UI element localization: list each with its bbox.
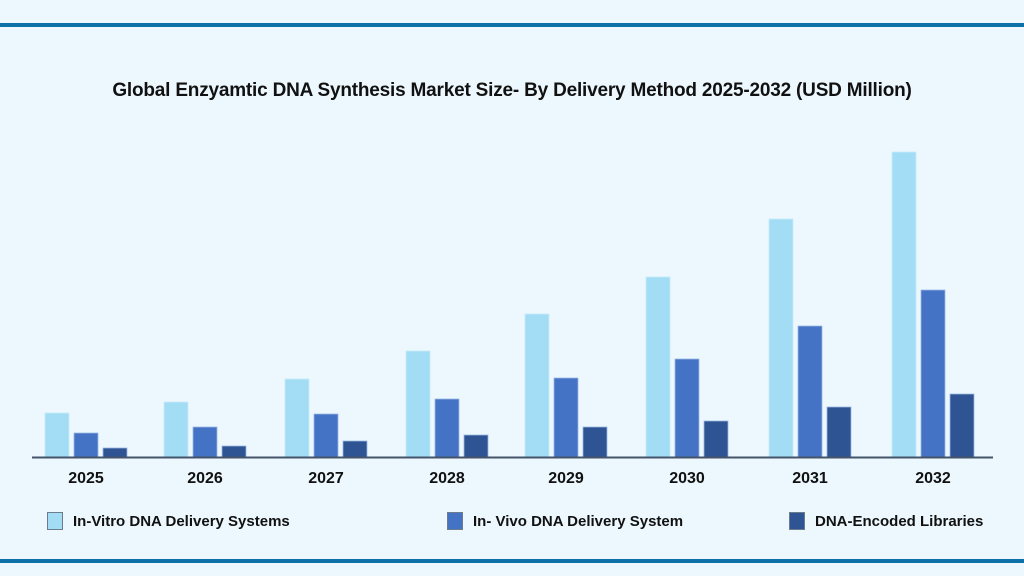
x-tick-label-2031: 2031: [792, 470, 828, 487]
bar-dna-encoded-libraries-2028: [463, 434, 489, 458]
bar-dna-encoded-libraries-2031: [826, 406, 852, 458]
x-tick-label-2028: 2028: [429, 470, 465, 487]
bar-in-vivo-dna-delivery-system-2031: [797, 325, 823, 458]
bar-in-vitro-dna-delivery-systems-2032: [891, 151, 917, 458]
legend-swatch-in-vivo: [447, 512, 463, 530]
x-tick-label-2032: 2032: [915, 470, 951, 487]
x-tick-label-2027: 2027: [308, 470, 344, 487]
bar-dna-encoded-libraries-2025: [102, 447, 128, 458]
x-tick-label-2030: 2030: [669, 470, 705, 487]
bar-in-vivo-dna-delivery-system-2030: [674, 358, 700, 458]
bar-in-vivo-dna-delivery-system-2029: [553, 377, 579, 458]
bar-dna-encoded-libraries-2026: [221, 445, 247, 458]
bar-dna-encoded-libraries-2027: [342, 440, 368, 458]
x-tick-label-2025: 2025: [68, 470, 104, 487]
bar-dna-encoded-libraries-2030: [703, 420, 729, 458]
legend-swatch-in-vitro: [47, 512, 63, 530]
legend-label-in-vivo: In- Vivo DNA Delivery System: [473, 512, 684, 530]
legend: In-Vitro DNA Delivery Systems In- Vivo D…: [0, 512, 1024, 534]
bar-in-vitro-dna-delivery-systems-2027: [284, 378, 310, 458]
x-tick-labels: 2025 2026 2027 2028 2029 2030 2031 2032: [68, 470, 951, 487]
bar-dna-encoded-libraries-2029: [582, 426, 608, 458]
bar-in-vitro-dna-delivery-systems-2025: [44, 412, 70, 458]
top-rule: [0, 23, 1024, 27]
bar-in-vivo-dna-delivery-system-2026: [192, 426, 218, 458]
x-tick-label-2029: 2029: [548, 470, 584, 487]
bar-in-vivo-dna-delivery-system-2025: [73, 432, 99, 458]
bar-in-vivo-dna-delivery-system-2032: [920, 289, 946, 458]
bar-dna-encoded-libraries-2032: [949, 393, 975, 458]
bar-in-vitro-dna-delivery-systems-2028: [405, 350, 431, 458]
legend-label-in-vitro: In-Vitro DNA Delivery Systems: [73, 512, 290, 530]
x-tick-label-2026: 2026: [187, 470, 223, 487]
bar-in-vivo-dna-delivery-system-2028: [434, 398, 460, 458]
legend-item-in-vitro: In-Vitro DNA Delivery Systems: [47, 512, 290, 530]
legend-swatch-dna-encoded: [789, 512, 805, 530]
bar-in-vitro-dna-delivery-systems-2030: [645, 276, 671, 458]
legend-item-in-vivo: In- Vivo DNA Delivery System: [447, 512, 683, 530]
chart-title: Global Enzyamtic DNA Synthesis Market Si…: [112, 80, 912, 101]
legend-item-dna-encoded: DNA-Encoded Libraries: [789, 512, 983, 530]
bar-in-vitro-dna-delivery-systems-2031: [768, 218, 794, 458]
bar-in-vivo-dna-delivery-system-2027: [313, 413, 339, 458]
bars-group: [44, 151, 975, 458]
bar-in-vitro-dna-delivery-systems-2026: [163, 401, 189, 458]
legend-label-dna-encoded: DNA-Encoded Libraries: [815, 512, 984, 530]
bottom-rule: [0, 559, 1024, 563]
bar-in-vitro-dna-delivery-systems-2029: [524, 313, 550, 458]
